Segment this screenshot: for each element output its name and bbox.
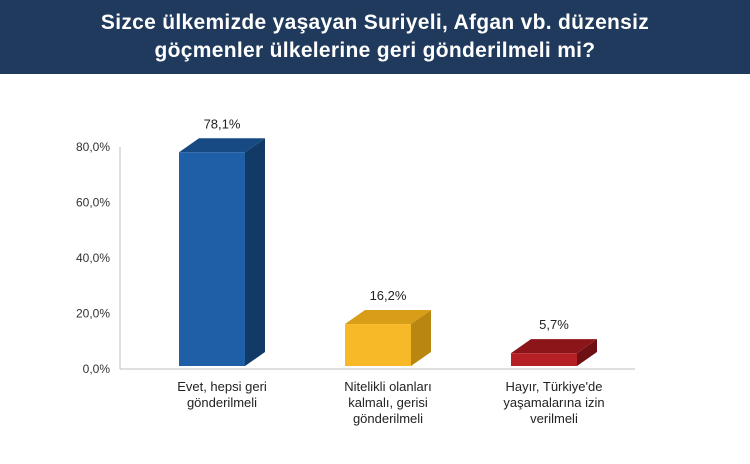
bar-side [245, 138, 265, 366]
bar-value-label: 78,1% [204, 116, 241, 131]
chart-title-line-2: göçmenler ülkelerine geri gönderilmeli m… [154, 39, 596, 62]
chart-title-line-1: Sizce ülkemizde yaşayan Suriyeli, Afgan … [100, 11, 650, 34]
bar-front [179, 152, 245, 366]
chart-title: Sizce ülkemizde yaşayan Suriyeli, Afgan … [15, 9, 735, 65]
x-category-label: Nitelikli olanları kalmalı, gerisi gönderi… [313, 379, 463, 427]
x-category-label-line: gönderilmeli [186, 395, 258, 410]
bar-side [411, 310, 431, 366]
y-tick-label: 40,0% [76, 251, 110, 265]
x-category-label-line: Evet, hepsi geri [177, 379, 267, 394]
y-tick-label: 60,0% [76, 196, 110, 210]
title-banner: Sizce ülkemizde yaşayan Suriyeli, Afgan … [0, 0, 750, 74]
bar-front [345, 324, 411, 366]
bar-top [345, 310, 431, 325]
bar-chart: 0,0% 20,0% 40,0% 60,0% 80,0% 78,1% 16,2% 5,7% E… [0, 74, 750, 464]
x-category-label-line: yaşamalarına izin [503, 395, 605, 410]
bar-value-label: 5,7% [539, 317, 569, 332]
bar-value-label: 16,2% [370, 288, 407, 303]
x-category-label-line: gönderilmeli [352, 411, 424, 426]
x-category-label: Hayır, Türkiye'de yaşamalarına izin verilm… [479, 379, 629, 427]
x-category-label-line: Hayır, Türkiye'de [505, 379, 603, 394]
x-category-label-line: verilmeli [530, 411, 578, 426]
y-tick-label: 0,0% [83, 362, 111, 376]
y-tick-label: 80,0% [76, 140, 110, 154]
bar-top [511, 339, 597, 354]
bar-front [511, 353, 577, 366]
y-tick-label: 20,0% [76, 307, 110, 321]
x-category-label-line: Nitelikli olanları [344, 379, 432, 394]
bar-chart-svg: 0,0% 20,0% 40,0% 60,0% 80,0% 78,1% 16,2% 5,7% [76, 116, 635, 376]
bar-top [179, 138, 265, 153]
x-category-label-line: kalmalı, gerisi [348, 395, 428, 410]
bar-side [577, 339, 597, 366]
x-category-label: Evet, hepsi geri gönderilmeli [147, 379, 297, 411]
